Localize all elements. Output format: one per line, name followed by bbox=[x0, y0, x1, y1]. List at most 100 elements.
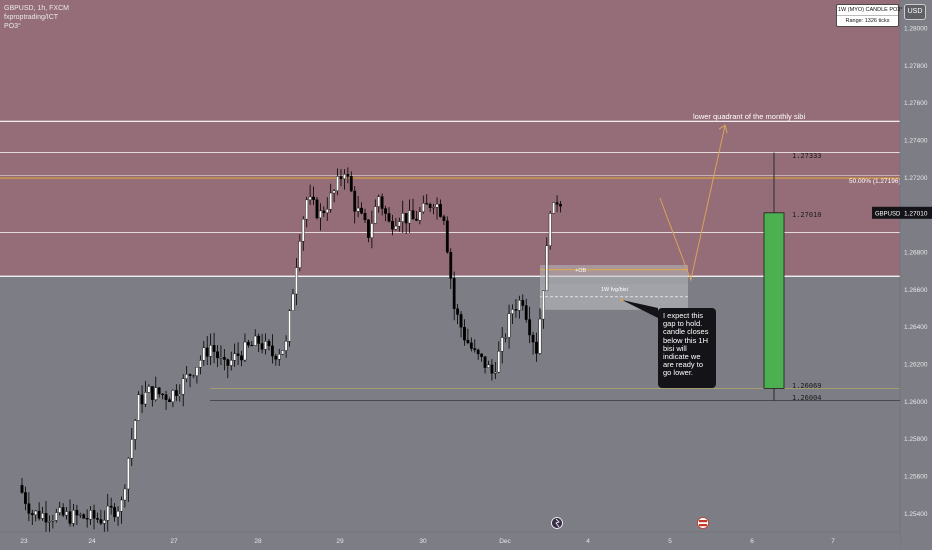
bear-candle bbox=[415, 218, 418, 221]
bull-candle bbox=[253, 335, 257, 346]
bull-candle bbox=[370, 223, 374, 238]
time-tick-label: 23 bbox=[20, 538, 28, 545]
annotation-fvg: 1W fvg/bisi bbox=[601, 287, 628, 293]
bull-candle bbox=[264, 341, 267, 350]
bull-candle bbox=[229, 360, 233, 366]
callout-pointer bbox=[622, 300, 658, 318]
bear-candle bbox=[483, 356, 487, 368]
bull-candle bbox=[185, 374, 189, 379]
current-price-label: 1.27010 bbox=[904, 210, 928, 217]
legend-indicator-po3[interactable]: PO3° bbox=[4, 23, 21, 30]
price-tick-label: 1.26400 bbox=[904, 324, 928, 331]
time-tick-label: 4 bbox=[586, 538, 590, 545]
bear-candle bbox=[37, 510, 41, 519]
price-tick-label: 1.25800 bbox=[904, 436, 928, 443]
bear-candle bbox=[92, 510, 96, 519]
bull-candle bbox=[130, 439, 134, 459]
arrow-head bbox=[718, 124, 728, 134]
bull-candle bbox=[487, 364, 490, 368]
current-price-tag bbox=[901, 206, 932, 219]
bear-candle bbox=[463, 327, 466, 341]
price-axis bbox=[900, 0, 932, 550]
symbol-tag-label: GBPUSD bbox=[875, 211, 901, 217]
bull-candle bbox=[133, 420, 137, 440]
bear-candle bbox=[267, 341, 271, 347]
bear-candle bbox=[528, 319, 532, 336]
bull-candle bbox=[144, 392, 147, 405]
bull-candle bbox=[343, 174, 346, 180]
bear-candle bbox=[61, 507, 65, 516]
bull-candle bbox=[308, 196, 312, 201]
bear-candle bbox=[531, 334, 535, 343]
bull-candle bbox=[277, 353, 281, 360]
currency-button[interactable]: USD bbox=[904, 4, 926, 20]
time-axis bbox=[0, 532, 900, 550]
bear-candle bbox=[82, 514, 86, 519]
bear-candle bbox=[315, 199, 319, 219]
bull-candle bbox=[243, 341, 247, 361]
discount-zone bbox=[0, 276, 900, 532]
time-tick-label: 7 bbox=[831, 538, 835, 545]
price-tick-label: 1.27200 bbox=[904, 175, 928, 182]
bear-candle bbox=[473, 348, 477, 351]
bull-candle bbox=[373, 206, 377, 224]
bull-candle bbox=[421, 203, 425, 213]
bull-candle bbox=[552, 202, 556, 214]
price-tick-label: 1.26800 bbox=[904, 250, 928, 257]
bull-candle bbox=[432, 206, 435, 209]
flag-stripe bbox=[699, 520, 707, 523]
bull-candle bbox=[106, 505, 110, 521]
premium-zone bbox=[0, 0, 900, 277]
bull-candle bbox=[545, 245, 549, 292]
bear-candle bbox=[449, 252, 453, 279]
bear-candle bbox=[404, 213, 408, 224]
bull-candle bbox=[500, 337, 504, 352]
bear-candle bbox=[161, 393, 165, 395]
bear-candle bbox=[20, 485, 24, 493]
bear-candle bbox=[411, 210, 415, 220]
po3-info-box: 1W (MYO) CANDLE PO3° Range: 1326 ticks bbox=[836, 4, 903, 27]
ob-zone bbox=[540, 265, 688, 284]
info-box-range: Range: 1326 ticks bbox=[845, 18, 890, 24]
bull-candle bbox=[89, 510, 93, 520]
bear-candle bbox=[428, 203, 432, 208]
flag-icon[interactable] bbox=[697, 517, 709, 529]
bull-candle bbox=[195, 367, 199, 376]
bear-candle bbox=[260, 343, 264, 350]
bear-candle bbox=[439, 203, 442, 217]
bull-candle bbox=[493, 371, 497, 374]
bear-candle bbox=[391, 221, 394, 230]
bull-candle bbox=[394, 225, 398, 230]
bear-candle bbox=[367, 219, 370, 238]
bear-candle bbox=[490, 364, 494, 374]
annotation-ob: +OB bbox=[575, 268, 586, 274]
bull-candle bbox=[102, 520, 106, 524]
bear-candle bbox=[346, 174, 350, 177]
lightning-icon bbox=[555, 518, 560, 528]
bull-candle bbox=[202, 347, 206, 361]
bull-candle bbox=[295, 267, 298, 295]
bull-candle bbox=[147, 386, 151, 393]
bear-candle bbox=[226, 359, 230, 366]
bear-candle bbox=[456, 308, 460, 315]
bear-candle bbox=[349, 176, 353, 192]
bear-candle bbox=[168, 399, 171, 403]
bull-candle bbox=[198, 360, 202, 368]
legend-indicator-ict[interactable]: fxproptrading/ICT bbox=[4, 14, 59, 21]
price-label-1-26069: 1.26069 bbox=[792, 382, 822, 390]
bear-candle bbox=[75, 509, 79, 516]
weekly-candle-body bbox=[763, 212, 785, 389]
price-label-1-27010: 1.27010 bbox=[792, 211, 822, 219]
price-tick-label: 1.27400 bbox=[904, 138, 928, 145]
time-tick-label: 28 bbox=[254, 538, 262, 545]
annotation-lower-quadrant: lower quadrant of the monthly sibi bbox=[693, 112, 805, 121]
bull-candle bbox=[219, 357, 223, 359]
bull-candle bbox=[319, 210, 322, 219]
bull-candle bbox=[401, 213, 405, 222]
bear-candle bbox=[113, 507, 117, 518]
bear-candle bbox=[469, 342, 473, 349]
bull-candle bbox=[58, 507, 62, 513]
legend-symbol[interactable]: GBPUSD, 1h, FXCM bbox=[4, 5, 69, 12]
bear-candle bbox=[387, 213, 391, 222]
